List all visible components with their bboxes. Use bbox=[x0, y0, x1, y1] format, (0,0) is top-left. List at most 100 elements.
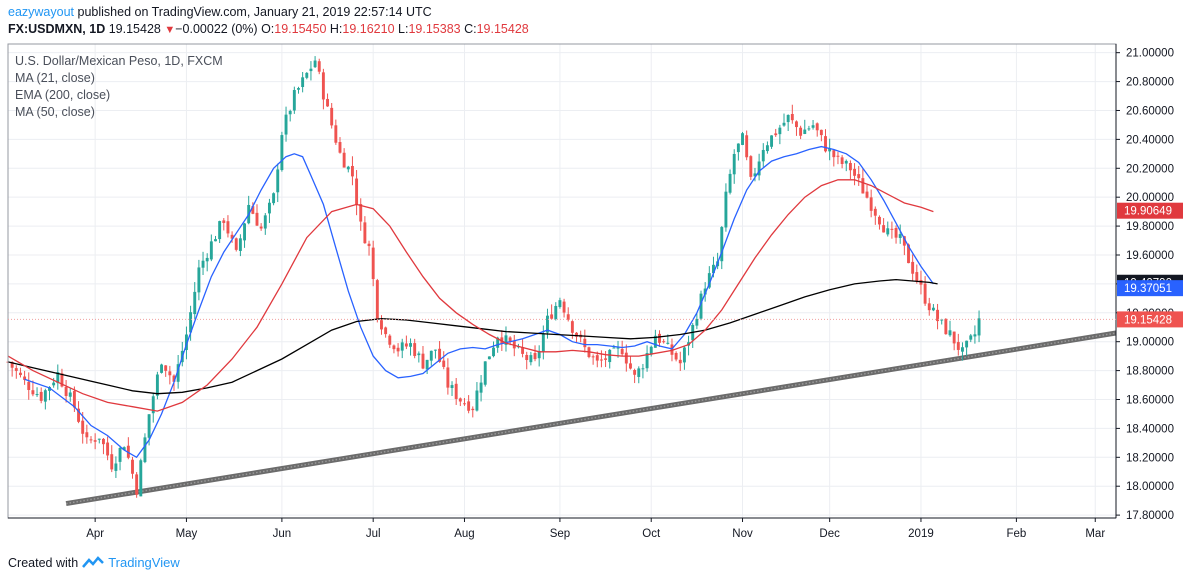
candle-body bbox=[417, 353, 421, 356]
y-tick-label: 19.60000 bbox=[1126, 250, 1174, 262]
plot-border bbox=[7, 43, 1117, 519]
x-tick-label: 2019 bbox=[908, 528, 934, 540]
high-value: 19.16210 bbox=[342, 22, 395, 36]
candle-body bbox=[649, 346, 653, 355]
legend-ma50[interactable]: MA (50, close) bbox=[15, 105, 95, 119]
candle-body bbox=[371, 247, 375, 280]
candle-body bbox=[886, 228, 890, 235]
candle-body bbox=[604, 358, 608, 360]
candle-body bbox=[155, 374, 159, 396]
candle-body bbox=[703, 288, 707, 295]
x-tick-label: Sep bbox=[550, 528, 570, 540]
candle-body bbox=[288, 110, 292, 115]
plot-frame bbox=[7, 43, 1117, 519]
y-tick-label: 18.80000 bbox=[1126, 366, 1174, 378]
candle-body bbox=[172, 375, 176, 382]
candle-body bbox=[404, 343, 408, 347]
last-price: 19.15428 bbox=[108, 22, 161, 36]
candle-body bbox=[583, 338, 587, 348]
candle-body bbox=[131, 459, 134, 474]
candle-body bbox=[765, 145, 769, 152]
x-axis[interactable]: Apr May Jun Jul Aug Sep Oct Nov Dec 2019 Feb Mar bbox=[86, 518, 1105, 540]
support-trendline-texture bbox=[65, 332, 1117, 505]
candle-body bbox=[492, 347, 495, 357]
candle-body bbox=[467, 401, 471, 411]
candle-body bbox=[56, 372, 60, 384]
candle-body bbox=[197, 267, 201, 293]
candle-body bbox=[23, 376, 27, 380]
candle-body bbox=[890, 228, 894, 230]
price-label-bg bbox=[1117, 202, 1183, 219]
candle-body bbox=[39, 391, 43, 401]
candle-body bbox=[238, 238, 242, 251]
candle-body bbox=[110, 454, 114, 470]
candle-body bbox=[782, 122, 786, 126]
candle-body bbox=[226, 221, 230, 234]
candle-body bbox=[147, 414, 151, 438]
candle-body bbox=[52, 382, 56, 386]
candle-body bbox=[869, 197, 873, 211]
candle-body bbox=[201, 260, 205, 268]
candle-body bbox=[973, 334, 977, 337]
candle-body bbox=[135, 474, 139, 495]
candle-body bbox=[487, 356, 491, 360]
candle-body bbox=[682, 347, 686, 363]
candle-body bbox=[546, 315, 549, 333]
candle-body bbox=[952, 331, 956, 344]
trendline[interactable] bbox=[65, 330, 1117, 507]
candle-body bbox=[653, 335, 657, 348]
x-tick-label: Oct bbox=[642, 528, 661, 540]
candle-body bbox=[857, 174, 861, 179]
candle-body bbox=[965, 340, 969, 348]
candle-body bbox=[297, 88, 300, 90]
legend-ma21[interactable]: MA (21, close) bbox=[15, 71, 95, 85]
candle-body bbox=[14, 368, 18, 371]
footer: Created with TradingView bbox=[8, 555, 180, 570]
close-label: C: bbox=[464, 22, 477, 36]
tradingview-brand[interactable]: TradingView bbox=[108, 555, 180, 570]
candle-body bbox=[458, 398, 462, 402]
price-label-text: 19.15428 bbox=[1124, 314, 1172, 326]
series-line bbox=[24, 145, 934, 459]
y-tick-label: 20.00000 bbox=[1126, 192, 1174, 204]
open-value: 19.15450 bbox=[274, 22, 327, 36]
candle-body bbox=[836, 155, 840, 157]
candle-body bbox=[815, 123, 819, 131]
publish-header: eazywayout published on TradingView.com,… bbox=[8, 5, 432, 19]
candle-body bbox=[674, 352, 678, 360]
candle-body bbox=[259, 226, 263, 229]
legend-ema200[interactable]: EMA (200, close) bbox=[15, 88, 110, 102]
candle-body bbox=[741, 133, 744, 145]
legend: U.S. Dollar/Mexican Peso, 1D, FXCM MA (2… bbox=[15, 54, 223, 119]
candle-body bbox=[222, 220, 226, 223]
candle-body bbox=[342, 152, 346, 168]
x-tick-label: Nov bbox=[732, 528, 753, 540]
candle-body bbox=[334, 125, 338, 143]
candle-body bbox=[72, 391, 76, 408]
candle-body bbox=[670, 344, 674, 355]
x-tick-label: Jun bbox=[273, 528, 292, 540]
candle-body bbox=[819, 129, 823, 136]
candle-body bbox=[923, 283, 927, 304]
candle-body bbox=[558, 300, 562, 308]
candle-body bbox=[284, 114, 288, 135]
candle-body bbox=[396, 347, 400, 352]
x-tick-label: Aug bbox=[454, 528, 474, 540]
candle-body bbox=[591, 356, 595, 358]
candle-body bbox=[977, 318, 981, 336]
candle-body bbox=[728, 173, 732, 193]
candle-body bbox=[350, 165, 354, 177]
candle-body bbox=[122, 447, 126, 450]
candle-body bbox=[496, 337, 500, 348]
candle-body bbox=[483, 361, 487, 385]
candle-body bbox=[97, 438, 101, 440]
candle-body bbox=[10, 362, 14, 368]
candle-body bbox=[969, 335, 973, 340]
candle-body bbox=[363, 222, 367, 244]
candle-body bbox=[305, 72, 309, 78]
candle-body bbox=[321, 72, 325, 100]
candle-body bbox=[475, 390, 479, 411]
author-link[interactable]: eazywayout bbox=[8, 5, 75, 19]
